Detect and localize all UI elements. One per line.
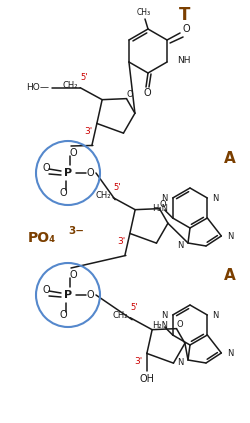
Text: CH₂: CH₂ [63,81,78,90]
Text: O: O [42,285,50,295]
Text: O: O [143,88,151,98]
Text: PO₄: PO₄ [28,231,56,245]
Text: O: O [159,200,166,209]
Text: CH₂: CH₂ [96,191,111,200]
Text: N: N [161,310,168,319]
Text: OH: OH [139,374,154,385]
Text: NH: NH [177,55,190,64]
Text: O: O [42,163,50,173]
Text: 3': 3' [135,357,143,366]
Text: N: N [212,193,219,203]
Text: 5': 5' [130,303,138,312]
Text: CH₂: CH₂ [113,311,128,320]
Text: P: P [64,290,72,300]
Text: 5': 5' [114,183,121,192]
Text: T: T [179,6,191,24]
Text: A: A [224,267,236,283]
Text: N: N [161,193,168,203]
Text: 3': 3' [85,127,93,136]
Text: O: O [126,90,133,99]
Text: O: O [86,290,94,300]
Text: H₂N: H₂N [152,321,168,330]
Text: O: O [69,270,77,280]
Text: 5': 5' [80,73,88,82]
Text: —: — [39,83,48,92]
Text: H₂N: H₂N [152,203,168,212]
Text: O: O [86,168,94,178]
Text: A: A [224,151,236,165]
Text: O: O [176,320,183,329]
Text: O: O [59,310,67,320]
Text: P: P [64,168,72,178]
Text: N: N [176,357,183,366]
Text: HO: HO [26,83,40,92]
Text: 3': 3' [118,237,126,246]
Text: O: O [182,24,190,34]
Text: N: N [227,349,234,357]
Text: N: N [176,241,183,250]
Text: CH₃: CH₃ [137,8,151,16]
Text: O: O [69,148,77,158]
Text: N: N [212,310,219,319]
Text: N: N [227,231,234,241]
Text: 3−: 3− [68,226,84,236]
Text: O: O [59,188,67,198]
